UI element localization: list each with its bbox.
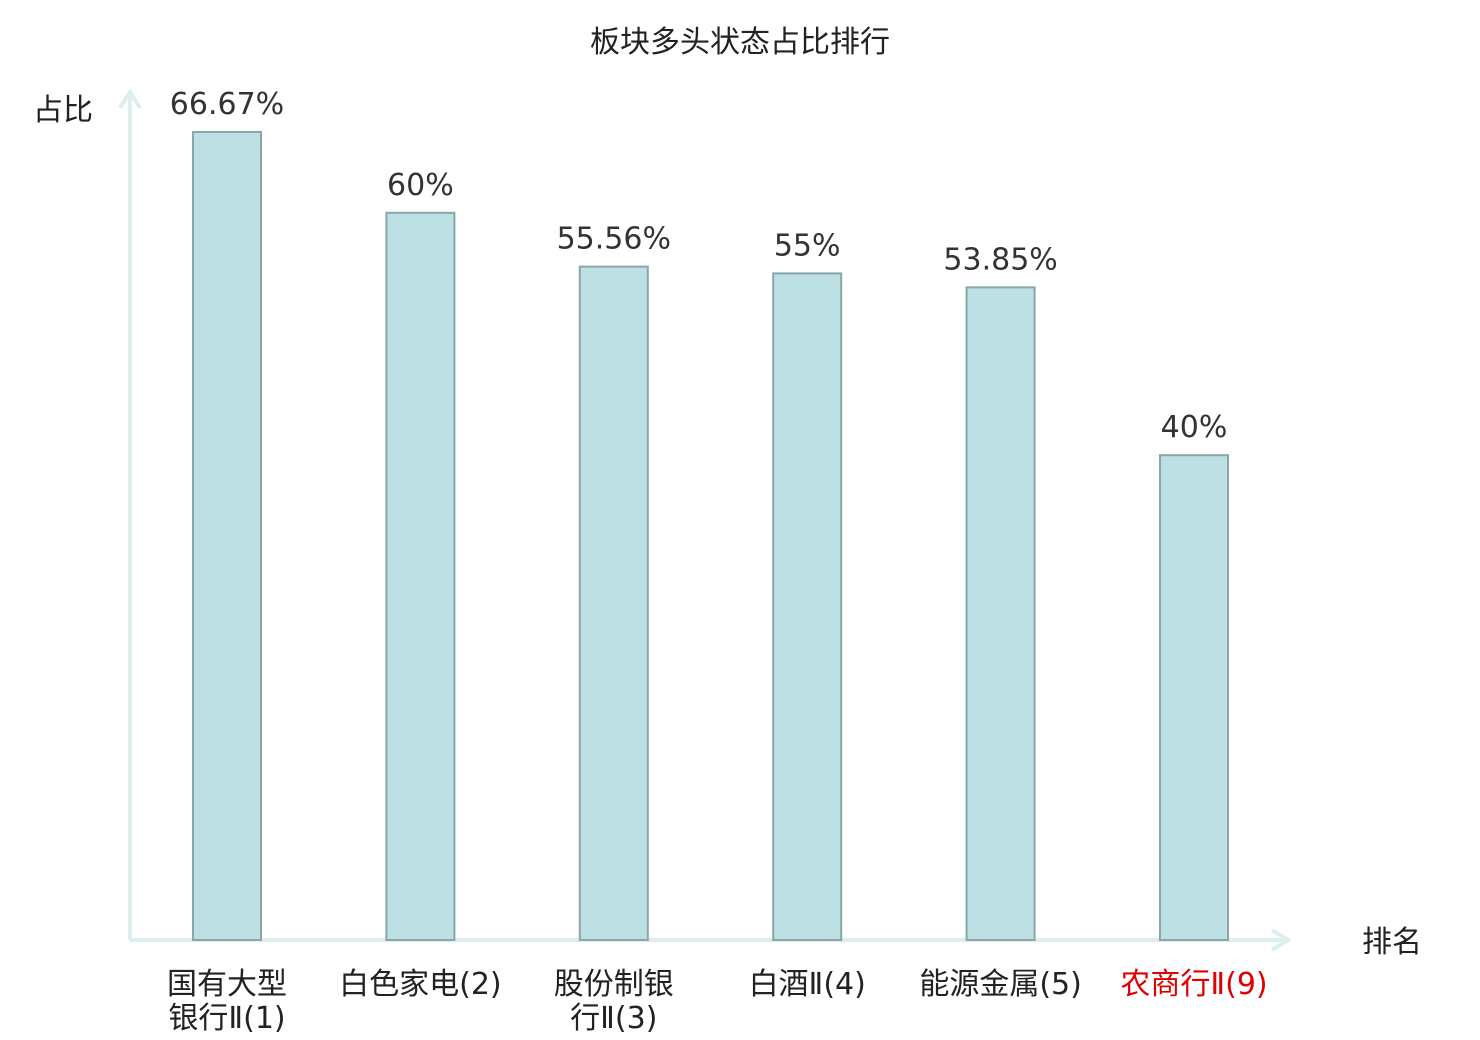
bar-value-label: 55% — [774, 228, 841, 263]
bar — [385, 211, 456, 942]
bar-value-label: 60% — [387, 168, 454, 203]
x-axis-label: 排名 — [1362, 925, 1422, 960]
x-tick-label-line: 白色家电(2) — [339, 967, 502, 1002]
x-tick-label-line: 能源金属(5) — [919, 967, 1082, 1002]
y-axis-arrow — [118, 88, 142, 110]
bar — [1159, 454, 1229, 941]
bar-value-label: 66.67% — [170, 87, 284, 122]
x-tick-label-line: 银行Ⅱ(1) — [168, 1001, 285, 1036]
x-tick-label: 能源金属(5) — [919, 967, 1082, 1002]
bars — [192, 130, 1229, 942]
x-tick-label-line: 国有大型 — [167, 967, 287, 1002]
x-tick-label: 国有大型银行Ⅱ(1) — [167, 967, 287, 1036]
value-labels: 66.67% 60% 55.56% 55% 53.85% 40% — [170, 87, 1228, 445]
bar-value-label: 40% — [1161, 410, 1228, 445]
axes — [118, 88, 1292, 952]
x-tick-label-line: 行Ⅱ(3) — [570, 1001, 657, 1036]
bar — [772, 272, 843, 941]
x-tick-label: 白酒Ⅱ(4) — [749, 967, 866, 1002]
bar-value-label: 53.85% — [943, 242, 1057, 277]
bar — [965, 286, 1036, 941]
bar — [192, 130, 262, 941]
x-tick-label: 股份制银行Ⅱ(3) — [554, 967, 674, 1036]
x-tick-label-line: 白酒Ⅱ(4) — [749, 967, 866, 1002]
bar — [578, 265, 649, 941]
category-labels: 国有大型银行Ⅱ(1) 白色家电(2) 股份制银行Ⅱ(3) 白酒Ⅱ(4) 能源金属(5) 农… — [167, 967, 1268, 1036]
chart-title: 板块多头状态占比排行 — [590, 25, 890, 60]
y-axis-label: 占比 — [33, 93, 93, 128]
x-axis-arrow — [1270, 928, 1292, 952]
x-tick-label: 农商行Ⅱ(9) — [1120, 967, 1267, 1002]
x-tick-label: 白色家电(2) — [339, 967, 502, 1002]
x-tick-label-line: 股份制银 — [554, 967, 674, 1002]
bar-value-label: 55.56% — [557, 222, 671, 257]
x-tick-label-line: 农商行Ⅱ(9) — [1120, 967, 1267, 1002]
